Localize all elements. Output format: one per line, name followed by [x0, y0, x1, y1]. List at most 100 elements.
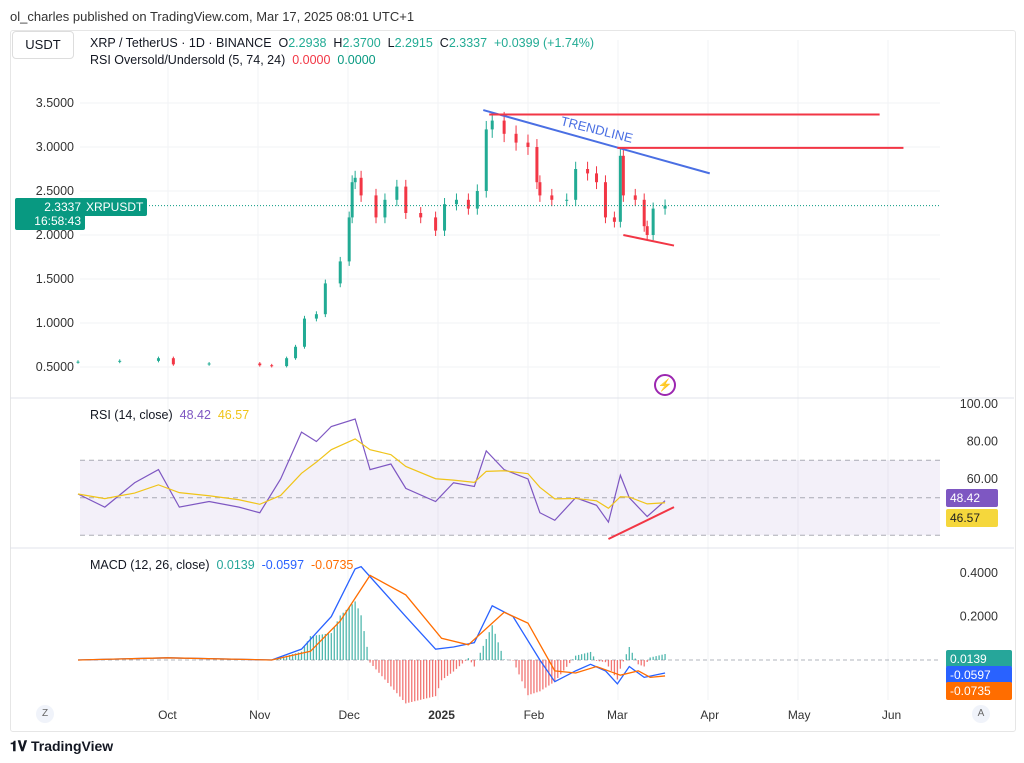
rsi-ma-value: 46.57 [217, 408, 250, 422]
candle [207, 363, 211, 365]
high-label: H [333, 36, 343, 50]
candle [323, 283, 327, 315]
macd-hist-tag: 0.0139 [946, 650, 1012, 668]
price-axis-label: 1.0000 [36, 316, 74, 330]
macd-tag: -0.0597 [946, 666, 1012, 684]
support-line [623, 234, 675, 247]
candle [612, 217, 616, 222]
time-axis-label: Oct [158, 708, 177, 722]
candle [374, 195, 378, 218]
candle [338, 261, 342, 284]
rsi-ma-tag: 46.57 [946, 509, 998, 527]
candle [514, 133, 518, 143]
time-axis-label: Apr [700, 708, 719, 722]
low-value: 2.2915 [394, 36, 433, 50]
published-note: ol_charles published on TradingView.com,… [10, 9, 415, 24]
candle [383, 199, 387, 218]
candle [156, 358, 160, 361]
candle [663, 205, 667, 209]
currency-button[interactable]: USDT [12, 31, 74, 59]
open-value: 2.2938 [288, 36, 327, 50]
candle [395, 186, 399, 200]
candle [651, 208, 655, 235]
candle [118, 360, 122, 362]
signal-value: -0.0735 [310, 558, 354, 572]
candle [475, 191, 479, 209]
rsi-value: 48.42 [179, 408, 211, 422]
candle [502, 120, 506, 134]
price-axis-label: 2.0000 [36, 228, 74, 242]
time-axis-label: Feb [524, 708, 545, 722]
macd-hist-value: 0.0139 [216, 558, 255, 572]
candle [76, 361, 80, 363]
rsi-divergence-line [608, 506, 675, 540]
zoom-left-button[interactable]: Z [36, 705, 54, 723]
price-axis-label: 0.5000 [36, 360, 74, 374]
macd-legend: MACD (12, 26, close) 0.0139 -0.0597 -0.0… [90, 558, 353, 572]
high-value: 2.3700 [342, 36, 381, 50]
candle [618, 155, 622, 222]
candle [359, 177, 363, 196]
indicator-value-2: 0.0000 [337, 53, 376, 67]
price-countdown: 16:58:43 [34, 214, 81, 228]
candle [538, 182, 542, 196]
candle [574, 169, 578, 200]
indicator-value-1: 0.0000 [292, 53, 331, 67]
time-axis-label: Jun [882, 708, 901, 722]
tv-logo-icon: 𝟏𝐕 [10, 738, 28, 754]
trendline [483, 109, 711, 175]
price-axis-label: 3.5000 [36, 96, 74, 110]
macd-axis-label: 0.4000 [960, 566, 998, 580]
rsi-axis-label: 60.00 [967, 472, 998, 486]
change-value: +0.0399 (+1.74%) [494, 36, 595, 50]
tradingview-logo: 𝟏𝐕 TradingView [10, 738, 113, 755]
candle [347, 217, 351, 262]
candle [642, 199, 646, 227]
brand-name: TradingView [30, 738, 114, 754]
price-tag-value: 2.3337 [44, 200, 81, 214]
chart-frame [10, 30, 1016, 732]
rsi-axis-label: 100.00 [960, 397, 998, 411]
candle [294, 346, 298, 359]
rsi-tag: 48.42 [946, 489, 998, 507]
rsi-label[interactable]: RSI (14, close) [90, 408, 173, 422]
candle [550, 195, 554, 200]
candle [586, 169, 590, 174]
time-axis-label: Mar [607, 708, 628, 722]
low-label: L [387, 36, 395, 50]
lightning-icon[interactable]: ⚡ [654, 374, 676, 396]
candle [434, 217, 438, 231]
macd-label[interactable]: MACD (12, 26, close) [90, 558, 210, 572]
candle [645, 226, 649, 235]
macd-axis-label: 0.2000 [960, 610, 998, 624]
indicator-name[interactable]: RSI Oversold/Undersold (5, 74, 24) [90, 53, 286, 67]
candle [353, 177, 357, 183]
candle [490, 120, 494, 130]
rsi-line [77, 418, 666, 524]
signal-tag: -0.0735 [946, 682, 1012, 700]
candle [302, 318, 306, 347]
time-axis-label: Nov [249, 708, 270, 722]
auto-scale-button[interactable]: A [972, 705, 990, 723]
candle [285, 358, 289, 367]
time-axis-label: Dec [339, 708, 360, 722]
candle [535, 147, 539, 183]
open-label: O [278, 36, 289, 50]
candle [270, 365, 274, 367]
price-axis-label: 3.0000 [36, 140, 74, 154]
rsi-axis-label: 80.00 [967, 435, 998, 449]
candle [454, 199, 458, 205]
price-tag: 2.3337 16:58:43 [15, 198, 85, 230]
candle [350, 182, 354, 218]
candle [171, 358, 175, 365]
time-axis-label: 2025 [428, 708, 455, 722]
close-value: 2.3337 [448, 36, 488, 50]
candle [621, 155, 625, 196]
candle [466, 199, 470, 209]
candle [258, 363, 262, 366]
symbol-name[interactable]: XRP / TetherUS · 1D · BINANCE [90, 36, 272, 50]
signal-line [77, 574, 666, 679]
candle [419, 213, 423, 218]
macd-line [77, 565, 666, 685]
